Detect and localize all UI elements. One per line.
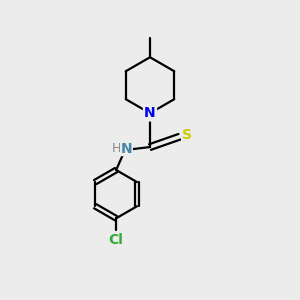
Text: S: S	[182, 128, 192, 142]
Text: N: N	[144, 106, 156, 120]
Text: N: N	[121, 142, 132, 155]
Text: Cl: Cl	[109, 233, 124, 247]
Text: H: H	[112, 142, 122, 155]
